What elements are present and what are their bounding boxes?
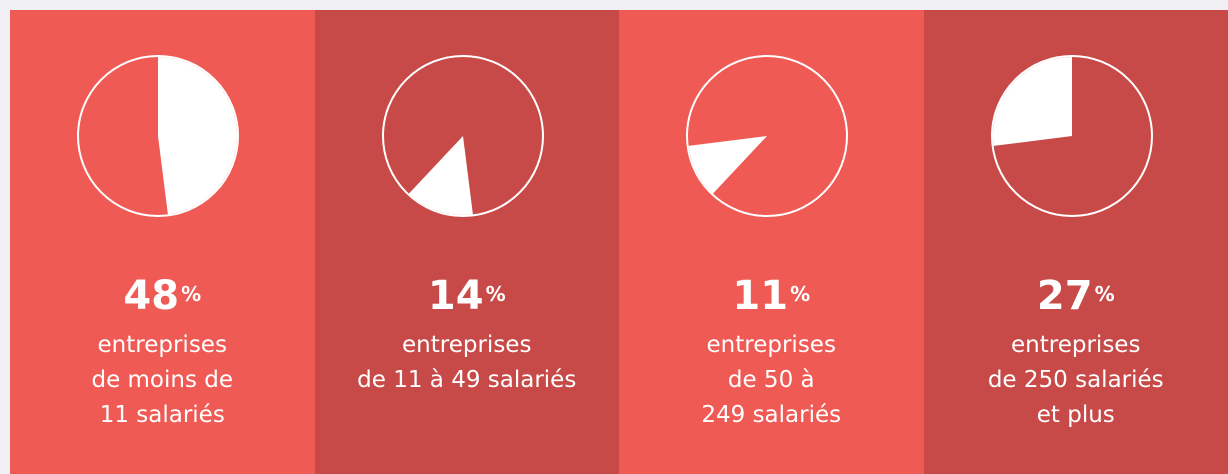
value: 27 (1036, 273, 1093, 319)
value: 48 (123, 273, 180, 319)
label-line: entreprises (706, 332, 836, 358)
label: entreprises de moins de 11 salariés (10, 328, 315, 433)
value-label: 27% (924, 272, 1228, 320)
panel: 48% entreprises de moins de 11 salariés (10, 10, 315, 474)
label-line: entreprises (97, 332, 227, 358)
label-line: entreprises (1011, 332, 1141, 358)
label: entreprises de 11 à 49 salariés (315, 328, 620, 398)
label: entreprises de 250 salariés et plus (924, 328, 1228, 433)
value-label: 11% (619, 272, 924, 320)
panel: 11% entreprises de 50 à 249 salariés (619, 10, 924, 474)
label-line: et plus (1036, 402, 1115, 428)
value-label: 14% (315, 272, 620, 320)
unit: % (485, 282, 506, 306)
value: 11 (732, 273, 789, 319)
pie (77, 55, 239, 217)
value: 14 (427, 273, 484, 319)
pie-wedge (408, 136, 473, 215)
pie-outline (77, 55, 239, 217)
label-line: 11 salariés (99, 402, 225, 428)
panel: 27% entreprises de 250 salariés et plus (923, 10, 1228, 474)
unit: % (790, 282, 811, 306)
label-line: de 250 salariés (987, 367, 1164, 393)
label-line: de moins de (91, 367, 234, 393)
pie-wedge (688, 136, 767, 194)
pie-outline (381, 55, 544, 217)
pie (686, 55, 848, 217)
label: entreprises de 50 à 249 salariés (619, 328, 924, 433)
panel: 14% entreprises de 11 à 49 salariés (314, 10, 620, 474)
label-line: 249 salariés (701, 402, 842, 428)
unit: % (1094, 282, 1115, 306)
unit: % (181, 282, 202, 306)
pie-wedge (158, 57, 238, 215)
pie (381, 55, 544, 217)
pie-wedge (992, 57, 1072, 146)
pie-outline (686, 55, 848, 217)
pie-row: 48% entreprises de moins de 11 salariés 14% e… (10, 10, 1228, 474)
label-line: entreprises (402, 332, 532, 358)
pie-outline (990, 55, 1153, 217)
pie (990, 55, 1153, 217)
label-line: de 11 à 49 salariés (357, 367, 577, 393)
label-line: de 50 à (727, 367, 815, 393)
value-label: 48% (10, 272, 315, 320)
